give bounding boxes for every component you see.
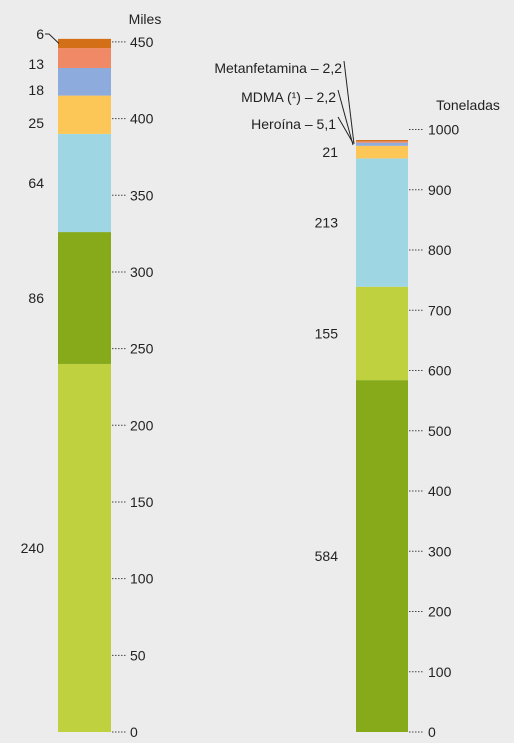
chart2-segment-3 <box>356 158 408 287</box>
chart2-tick-label: 1000 <box>428 122 459 138</box>
chart2-segment-label: 213 <box>315 215 339 231</box>
chart2-segment-6 <box>356 141 408 143</box>
chart1-segment-label: 13 <box>28 56 44 72</box>
chart1-segment-5 <box>58 67 111 96</box>
chart1-tick-label: 200 <box>130 417 154 433</box>
chart2-callout-label: Metanfetamina – 2,2 <box>214 60 342 76</box>
chart2-callout-label: Heroína – 5,1 <box>251 116 336 132</box>
chart2-leader-line <box>343 60 355 145</box>
chart2-segment-label: 155 <box>315 325 339 341</box>
chart1-segment-label: 25 <box>28 115 44 131</box>
chart1-tick-label: 150 <box>130 494 154 510</box>
chart1-tick-label: 0 <box>130 724 138 738</box>
chart2-tick-label: 200 <box>428 604 452 620</box>
chart2-leader-line <box>337 89 354 146</box>
chart1-tick-label: 400 <box>130 111 154 127</box>
chart2-segment-7 <box>356 140 408 142</box>
chart2-segment-4 <box>356 145 408 159</box>
chart1-segment-3 <box>58 133 111 233</box>
chart2-segment-2 <box>356 286 408 381</box>
chart2-tick-label: 700 <box>428 302 452 318</box>
chart2-segment-label: 21 <box>322 144 338 160</box>
chart2-unit-label: Toneladas <box>436 97 500 113</box>
chart1-segment-4 <box>58 95 111 134</box>
chart2-tick-label: 500 <box>428 423 452 439</box>
chart2-tick-label: 0 <box>428 724 436 738</box>
chart2-tick-label: 900 <box>428 182 452 198</box>
chart1-tick-label: 250 <box>130 341 154 357</box>
chart1-segment-label: 86 <box>28 290 44 306</box>
chart2-segment-5 <box>356 142 408 146</box>
chart1-tick-label: 300 <box>130 264 154 280</box>
chart1-segment-label: 64 <box>28 175 44 191</box>
chart2-leader-line <box>337 116 354 144</box>
chart1-segment-7 <box>58 38 111 49</box>
chart1-segment-1 <box>58 363 111 732</box>
chart1-segment-2 <box>58 232 111 364</box>
chart1-tick-label: 50 <box>130 647 146 663</box>
chart1-leader-line <box>45 33 60 44</box>
chart1-segment-label: 6 <box>36 26 44 42</box>
chart2-segment-1 <box>356 380 408 732</box>
chart1-segment-6 <box>58 48 111 68</box>
chart2-tick-label: 400 <box>428 483 452 499</box>
chart1-tick-label: 100 <box>130 571 154 587</box>
chart1-tick-label: 450 <box>130 34 154 50</box>
chart1-unit-label: Miles <box>129 11 162 27</box>
chart2-tick-label: 800 <box>428 242 452 258</box>
chart2-tick-label: 300 <box>428 543 452 559</box>
chart1-segment-label: 240 <box>21 540 45 556</box>
chart2-tick-label: 600 <box>428 363 452 379</box>
chart1-tick-label: 350 <box>130 187 154 203</box>
chart2-callout-label: MDMA (¹) – 2,2 <box>241 89 336 105</box>
chart2-segment-label: 584 <box>315 548 339 564</box>
chart1-segment-label: 18 <box>28 82 44 98</box>
chart2-tick-label: 100 <box>428 664 452 680</box>
